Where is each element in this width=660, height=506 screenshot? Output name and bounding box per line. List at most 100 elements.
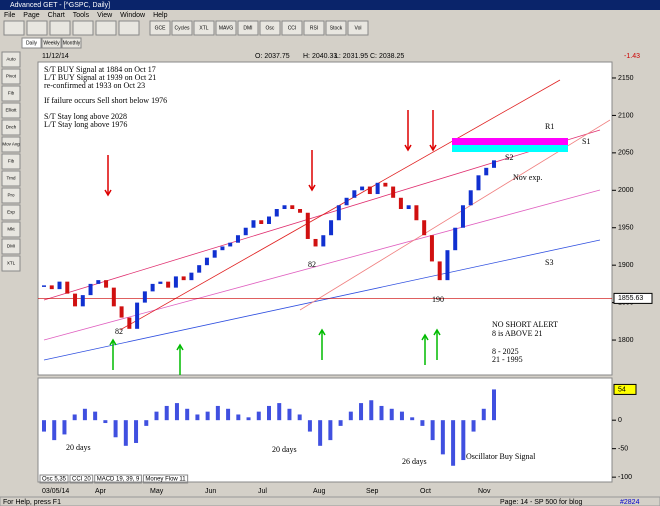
side-tool[interactable] [1, 255, 21, 272]
y-tick-label: 1900 [618, 262, 634, 269]
toolbar-button[interactable] [237, 20, 259, 36]
header-change: -1.43 [624, 53, 640, 60]
side-tool[interactable] [1, 51, 21, 68]
target-box [452, 145, 568, 152]
indicator-tab-label[interactable]: Money Flow 11 [145, 477, 186, 483]
toolbar-button[interactable] [303, 20, 325, 36]
toolbar-icon[interactable] [3, 20, 25, 36]
price-bar [429, 235, 434, 262]
toolbar-button[interactable] [347, 20, 369, 36]
indicator-tab-label[interactable]: MACD 19, 39, 9 [97, 477, 140, 483]
menu-item[interactable]: File [4, 12, 15, 19]
side-tool[interactable] [1, 204, 21, 221]
osc-bar [103, 420, 108, 424]
price-bar [298, 209, 303, 213]
side-tool-label: XTL [7, 261, 16, 266]
indicator-tab[interactable] [69, 474, 94, 484]
period-tab[interactable] [61, 37, 82, 49]
indicator-tab[interactable] [94, 474, 142, 484]
toolbar-button[interactable] [325, 20, 347, 36]
toolbar-button[interactable] [193, 20, 215, 36]
menu-item[interactable]: Tools [73, 12, 90, 19]
osc-bar [246, 417, 251, 421]
annotation: L/T BUY Signal at 1939 on Oct 21 [44, 73, 156, 82]
indicator-tab[interactable] [142, 474, 189, 484]
toolbar-icon[interactable] [95, 20, 117, 36]
annotation: If failure occurs Sell short below 1976 [44, 96, 167, 105]
toolbar-icon[interactable] [72, 20, 94, 36]
annotation: R1 [545, 122, 554, 131]
annotation: 26 days [402, 457, 427, 466]
side-tool[interactable] [1, 102, 21, 119]
signal-arrowhead [104, 189, 112, 197]
price-bar [352, 190, 357, 198]
side-tool[interactable] [1, 68, 21, 85]
month-label: Jul [258, 488, 267, 495]
price-bar [437, 261, 442, 281]
menu-item[interactable]: View [97, 12, 113, 19]
toolbar-icon[interactable] [49, 20, 71, 36]
price-bar [150, 283, 155, 292]
osc-bar [185, 408, 190, 421]
indicator-tab-label[interactable]: CCI 20 [72, 477, 91, 483]
osc-bar [123, 420, 128, 446]
side-tool[interactable] [1, 85, 21, 102]
toolbar-label: Vol [355, 25, 362, 31]
side-tool[interactable] [1, 170, 21, 187]
price-bar [468, 190, 473, 206]
osc-bar [277, 403, 282, 421]
annotation: re-confirmed at 1933 on Oct 23 [44, 81, 145, 90]
side-tool-label: Elliott [5, 108, 17, 113]
y-tick-label: 2050 [618, 150, 634, 157]
osc-bar [72, 414, 77, 421]
price-bar [267, 216, 271, 224]
toolbar-label: Cycles [174, 25, 190, 31]
price-bar [42, 285, 46, 287]
osc-bar [134, 420, 139, 443]
toolbar-button[interactable] [215, 20, 237, 36]
annotation: S/T Stay long above 2028 [44, 112, 127, 121]
price-bar [445, 250, 450, 281]
period-tab[interactable] [21, 37, 42, 49]
osc-bar [338, 420, 343, 426]
osc-bar [267, 405, 271, 421]
period-tab[interactable] [41, 37, 62, 49]
price-bar [189, 272, 194, 281]
side-tool[interactable] [1, 136, 21, 153]
toolbar-button[interactable] [259, 20, 281, 36]
annotation: 82 [308, 260, 316, 269]
price-bar [127, 317, 132, 329]
side-tool[interactable] [1, 238, 21, 255]
toolbar-button[interactable] [149, 20, 171, 36]
toolbar-icon[interactable] [26, 20, 48, 36]
menu-item[interactable]: Chart [48, 12, 65, 19]
toolbar-button[interactable] [281, 20, 303, 36]
menu-item[interactable]: Help [153, 12, 168, 19]
toolbar-button[interactable] [171, 20, 193, 36]
month-label: Apr [95, 488, 107, 495]
menu-item[interactable]: Window [120, 12, 146, 19]
osc-bar [420, 420, 425, 426]
price-bar [228, 242, 233, 247]
side-tool[interactable] [1, 119, 21, 136]
price-bar [57, 281, 62, 290]
side-tool[interactable] [1, 187, 21, 204]
indicator-tab[interactable] [39, 474, 69, 484]
osc-tick-label: -100 [618, 474, 632, 481]
month-label: Nov [478, 488, 491, 495]
side-tool-label: Fib [8, 91, 15, 96]
indicator-tab-label[interactable]: Osc 5,35 [42, 477, 67, 483]
side-tool[interactable] [1, 153, 21, 170]
toolbar-icon[interactable] [118, 20, 140, 36]
osc-bar [113, 420, 118, 438]
osc-bar [348, 411, 353, 421]
menu-item[interactable]: Page [23, 12, 39, 19]
price-bar [111, 287, 116, 307]
side-tool[interactable] [1, 221, 21, 238]
price-bar [305, 212, 310, 239]
price-bar [344, 197, 349, 206]
osc-bar [318, 420, 323, 446]
title-bar [0, 0, 660, 10]
annotation: S/T BUY Signal at 1884 on Oct 17 [44, 65, 156, 74]
annotation: 8 is ABOVE 21 [492, 329, 542, 338]
